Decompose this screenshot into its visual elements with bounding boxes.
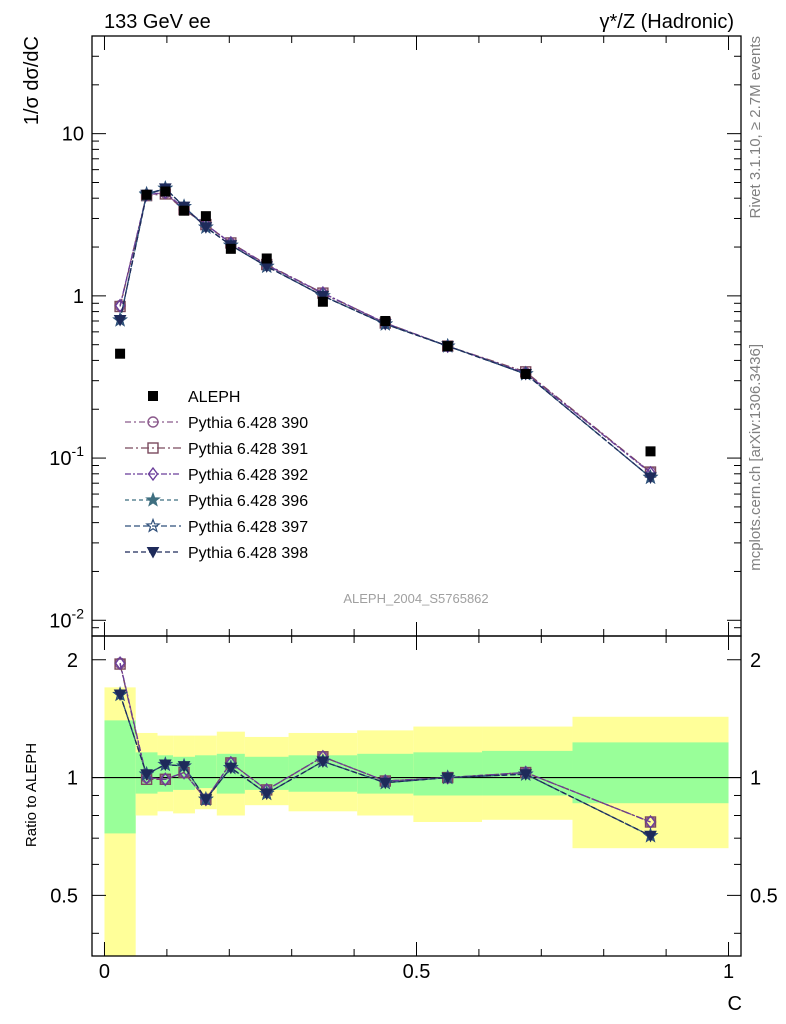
- main-y-axis-label: 1/σ dσ/dC: [21, 36, 43, 125]
- uncertainty-band-inner: [194, 755, 217, 789]
- mcplots-label: mcplots.cern.ch [arXiv:1306.3436]: [747, 344, 764, 571]
- ratio-series-line: [119, 694, 651, 837]
- legend-marker: [148, 391, 158, 401]
- data-point: [225, 243, 236, 254]
- main-panel: 10-2 10-1 1 10 ALEPH Pythia 6.428 390 Pythia 6…: [49, 35, 742, 637]
- ratio-point: [199, 794, 213, 806]
- analysis-watermark: ALEPH_2004_S5765862: [343, 591, 488, 606]
- legend-marker: [145, 491, 161, 507]
- legend-marker: [145, 517, 161, 533]
- rivet-version-label: Rivet 3.1.10, ≥ 2.7M events: [747, 36, 764, 219]
- main-y-tick-label: 10: [62, 124, 84, 146]
- ratio-point: [140, 769, 153, 781]
- mc-point: [316, 290, 330, 303]
- ratio-point: [260, 788, 274, 801]
- x-tick-label: 0.5: [403, 961, 431, 983]
- legend-label: Pythia 6.428 390: [188, 415, 308, 432]
- ratio-point: [177, 761, 191, 773]
- legend-label: Pythia 6.428 392: [188, 467, 308, 484]
- legend-label: Pythia 6.428 396: [188, 493, 308, 510]
- ratio-point: [224, 762, 238, 775]
- ratio-point: [316, 756, 330, 768]
- legend-marker: [147, 442, 159, 454]
- main-y-tick-label: 10-2: [49, 605, 84, 632]
- data-point: [442, 341, 453, 352]
- ratio-point: [441, 772, 455, 785]
- uncertainty-band-inner: [104, 720, 136, 834]
- main-y-tick-label: 1: [73, 286, 84, 308]
- ratio-point: [114, 656, 126, 671]
- ratio-y-tick-label: 1: [67, 768, 78, 790]
- data-point: [317, 296, 328, 307]
- main-y-tick-label: 10-1: [49, 443, 84, 470]
- legend-label: Pythia 6.428 398: [188, 545, 308, 562]
- header-right-title: γ*/Z (Hadronic): [600, 11, 734, 33]
- mc-series-line: [119, 187, 651, 478]
- x-tick-label: 1: [723, 961, 734, 983]
- legend-marker: [147, 416, 159, 428]
- ratio-point: [159, 772, 171, 787]
- legend-label: Pythia 6.428 397: [188, 519, 308, 536]
- legend-marker: [146, 547, 160, 559]
- ratio-point: [158, 759, 172, 772]
- ratio-point: [519, 769, 533, 781]
- ratio-y-tick-label-right: 1: [750, 768, 761, 790]
- data-point: [115, 348, 126, 359]
- ratio-panel: 0.5 0.5 1 1 2 2 0 0.5 1: [50, 635, 778, 983]
- uncertainty-band-inner: [572, 742, 729, 804]
- legend-marker: [147, 466, 159, 482]
- ratio-y-axis-label: Ratio to ALEPH: [23, 743, 40, 847]
- mc-series-line: [119, 187, 651, 478]
- data-point: [645, 446, 656, 457]
- data-point: [520, 368, 531, 379]
- data-point: [179, 205, 190, 216]
- legend-label: ALEPH: [188, 389, 240, 406]
- mc-point: [199, 222, 213, 234]
- data-point: [141, 189, 152, 200]
- ratio-y-tick-label-right: 2: [750, 650, 761, 672]
- ratio-y-tick-label: 2: [67, 650, 78, 672]
- mc-point: [113, 314, 127, 327]
- ratio-point: [644, 830, 657, 843]
- data-point: [261, 253, 272, 264]
- header-left-title: 133 GeV ee: [104, 11, 211, 33]
- mc-point: [644, 472, 657, 484]
- data-point: [380, 315, 391, 326]
- x-axis-label: C: [728, 993, 742, 1015]
- ratio-y-tick-label: 0.5: [50, 885, 78, 907]
- ratio-point: [113, 689, 127, 702]
- ratio-series-line: [119, 663, 651, 823]
- data-point: [160, 186, 171, 197]
- data-point: [200, 211, 211, 222]
- ratio-point: [378, 777, 392, 790]
- mc-series-line: [119, 187, 651, 478]
- x-tick-label: 0: [99, 961, 110, 983]
- ratio-y-tick-label-right: 0.5: [750, 885, 778, 907]
- legend-label: Pythia 6.428 391: [188, 441, 308, 458]
